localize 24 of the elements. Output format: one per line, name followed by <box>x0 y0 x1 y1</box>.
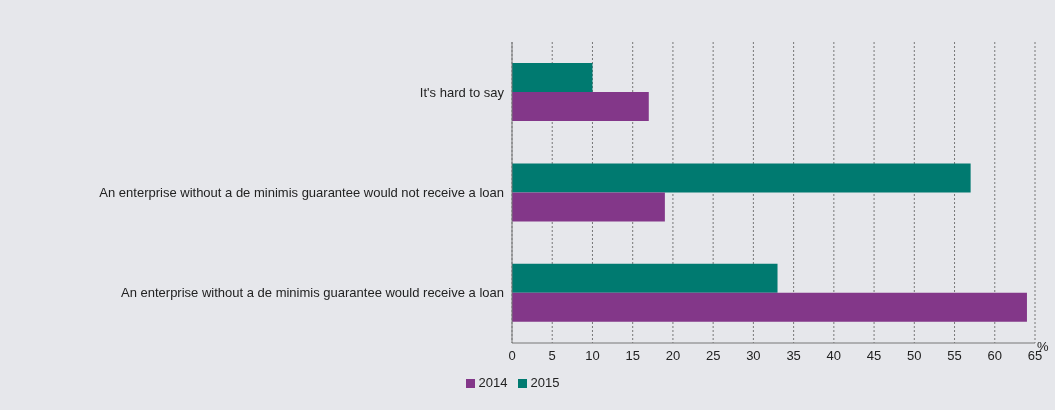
x-tick-label: 20 <box>665 348 681 364</box>
x-tick-label: 40 <box>826 348 842 364</box>
x-tick-label: 45 <box>866 348 882 364</box>
legend-label: 2014 <box>478 375 508 390</box>
y-tick-label: An enterprise without a de minimis guarantee would receive a loan <box>121 285 504 301</box>
x-tick-label: 50 <box>907 348 922 364</box>
x-tick-label: 0 <box>508 348 516 364</box>
x-tick-label: 55 <box>947 348 962 364</box>
bar <box>512 292 1027 322</box>
x-tick-label: 5 <box>548 348 556 364</box>
bar <box>512 63 593 93</box>
x-tick-label: 10 <box>585 348 600 364</box>
legend-label: 2015 <box>530 375 560 390</box>
bar <box>512 92 649 122</box>
x-tick-label: 35 <box>786 348 801 364</box>
bar <box>512 263 778 293</box>
y-tick-label: An enterprise without a de minimis guarantee would not receive a loan <box>99 185 504 201</box>
x-tick-label: 60 <box>987 348 1002 364</box>
x-tick-label: 15 <box>625 348 640 364</box>
bar <box>512 163 971 193</box>
x-tick-label: 25 <box>705 348 721 364</box>
bar <box>512 192 665 222</box>
y-tick-label: It's hard to say <box>419 84 505 100</box>
x-tick-label: 30 <box>746 348 761 364</box>
